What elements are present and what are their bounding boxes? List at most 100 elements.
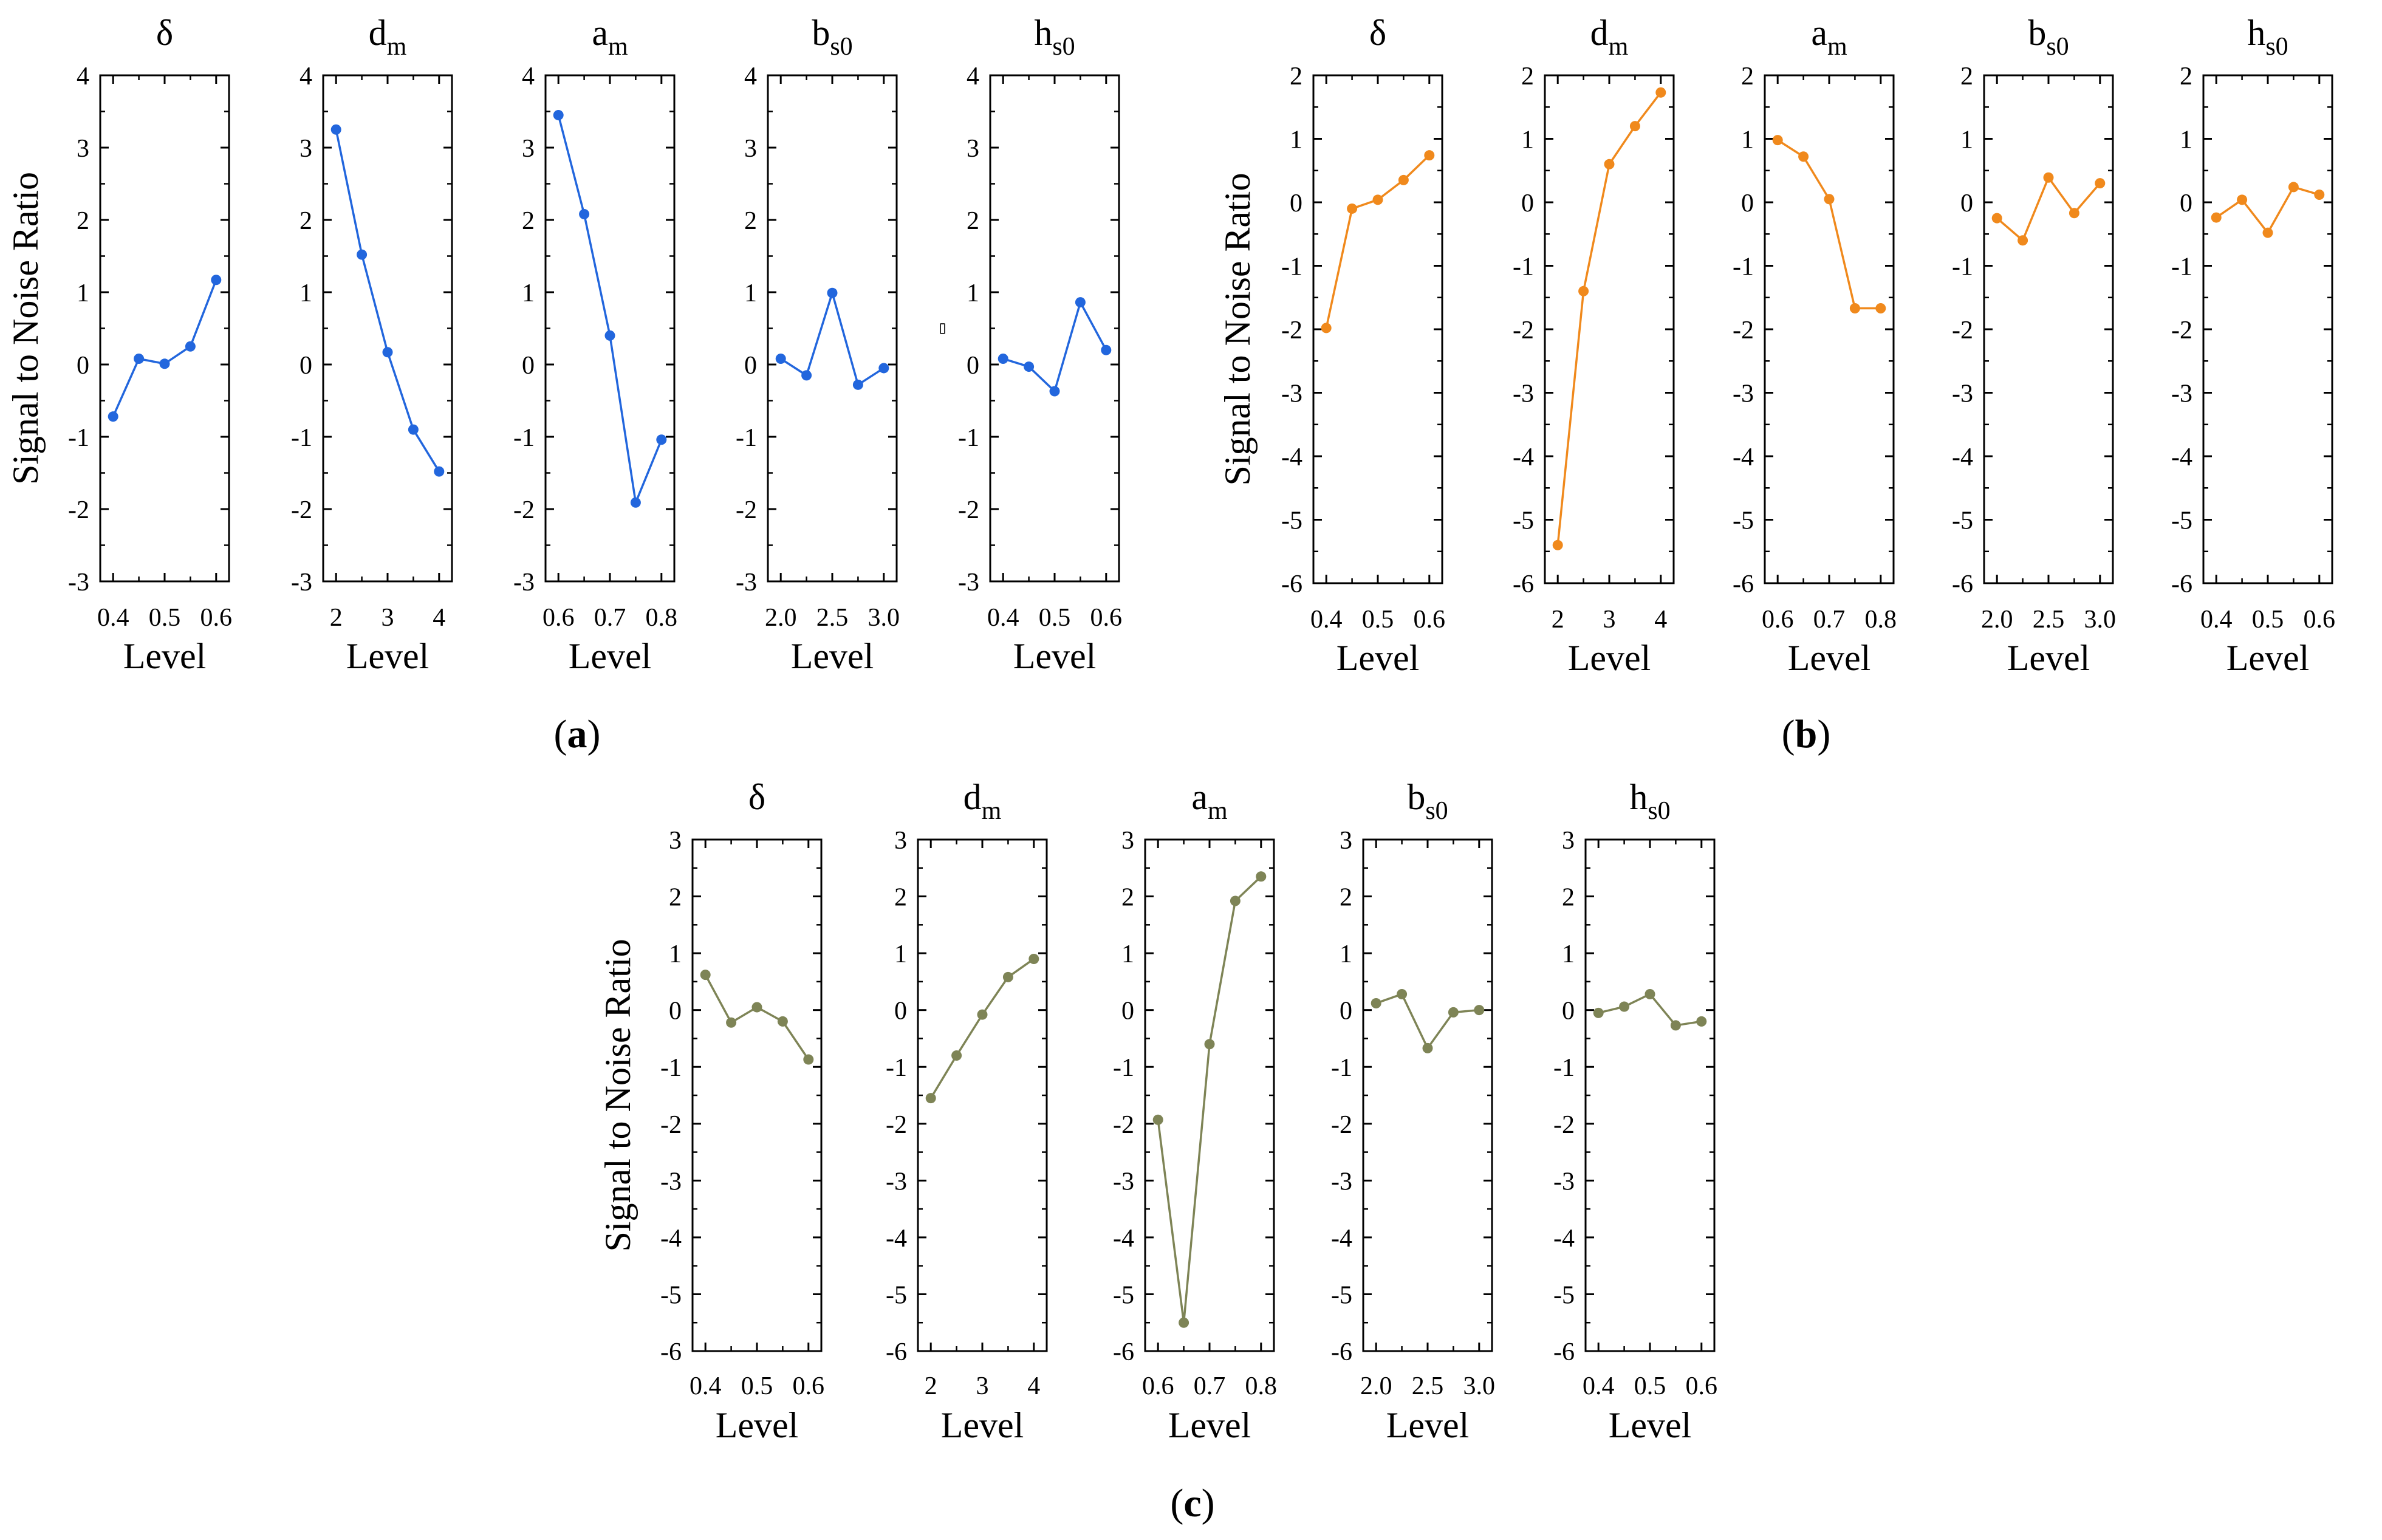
data-point — [700, 970, 711, 980]
series-line — [112, 279, 217, 417]
y-tick-label: -3 — [958, 569, 979, 597]
data-point — [1593, 1007, 1604, 1018]
y-tick-label: 1 — [1521, 126, 1534, 154]
y-tick-label: 2 — [1340, 884, 1352, 912]
y-tick-label: -2 — [1733, 317, 1754, 344]
x-tick-label: 0.6 — [2304, 606, 2336, 634]
y-tick-label: 2 — [967, 207, 979, 235]
y-tick-label: 2 — [669, 884, 682, 912]
panel-b-4: bs0 -6 -5 -4 -3 -2 -1 0 1 2 2.0 2.5 3.0 Level — [1952, 13, 2116, 678]
y-tick-label: -4 — [1952, 443, 1973, 471]
small-box-marker — [940, 323, 945, 334]
data-point — [2018, 235, 2028, 246]
y-tick-label: -4 — [1113, 1225, 1134, 1253]
x-axis-title: Level — [569, 636, 652, 676]
data-point — [1024, 361, 1035, 372]
y-tick-label: -6 — [1553, 1338, 1575, 1366]
y-tick-label: -2 — [958, 496, 979, 524]
y-tick-label: -4 — [1281, 443, 1302, 471]
x-tick-label: 0.6 — [1762, 606, 1794, 634]
y-tick-label: -5 — [1553, 1281, 1575, 1309]
x-tick-label: 2 — [1552, 606, 1564, 634]
y-tick-label: 0 — [1121, 998, 1134, 1025]
data-point — [2211, 212, 2222, 223]
y-tick-label: 1 — [1562, 940, 1575, 968]
y-tick-label: -4 — [886, 1225, 907, 1253]
data-point — [775, 353, 786, 364]
y-tick-label: -2 — [291, 496, 312, 524]
data-point — [878, 363, 889, 374]
y-tick-label: -6 — [1513, 570, 1534, 598]
panel-a-5: hs0 -3 -2 -1 0 1 2 3 4 0.4 0.5 0.6 Level — [958, 13, 1122, 676]
data-point — [1002, 971, 1013, 982]
plot-frame — [1983, 74, 2114, 584]
panel-c-3: am -6 -5 -4 -3 -2 -1 0 1 2 3 0.6 0.7 0.8 Level — [1113, 777, 1277, 1445]
x-tick-label: 2.0 — [1360, 1372, 1392, 1400]
data-point — [803, 1054, 814, 1065]
x-tick-label: 2.0 — [765, 604, 797, 632]
data-point — [1629, 121, 1640, 132]
data-point — [1552, 539, 1563, 550]
data-point — [1230, 895, 1241, 906]
y-tick-label: -2 — [2171, 317, 2192, 344]
y-tick-label: 0 — [1290, 190, 1302, 217]
y-tick-label: -6 — [886, 1338, 907, 1366]
y-tick-label: 3 — [744, 135, 757, 163]
y-tick-label: 4 — [299, 63, 312, 91]
data-point — [330, 124, 341, 135]
y-tick-label: 3 — [1121, 827, 1134, 855]
x-tick-label: 2.5 — [2033, 606, 2065, 634]
data-point — [777, 1016, 788, 1027]
x-tick-label: 4 — [433, 604, 445, 632]
x-tick-label: 2.0 — [1981, 606, 2013, 634]
x-tick-label: 0.5 — [1039, 604, 1071, 632]
series-line — [557, 115, 663, 507]
x-axis-title: Level — [1609, 1405, 1692, 1445]
data-point — [1152, 1114, 1163, 1125]
panel-c-5: hs0 -6 -5 -4 -3 -2 -1 0 1 2 3 0.4 0.5 0.6 Level — [1553, 777, 1717, 1445]
x-tick-label: 3.0 — [868, 604, 900, 632]
y-tick-label: 4 — [77, 63, 89, 91]
chart-group-c: Signal to Noise Ratio (c) δ -6 -5 -4 -3 -2 -1 0 1 2… — [598, 777, 1717, 1525]
y-tick-label: -3 — [886, 1168, 907, 1196]
data-point — [1875, 303, 1886, 314]
y-tick-label: -3 — [291, 569, 312, 597]
y-tick-label: -1 — [660, 1054, 682, 1082]
panel-title: hs0 — [1629, 777, 1670, 825]
x-tick-label: 2.5 — [816, 604, 849, 632]
x-tick-label: 3 — [976, 1372, 989, 1400]
data-point — [1398, 174, 1409, 185]
panel-title: dm — [369, 13, 407, 61]
y-tick-label: -1 — [1113, 1054, 1134, 1082]
x-tick-label: 2 — [330, 604, 343, 632]
x-axis-title: Level — [1386, 1405, 1470, 1445]
y-tick-label: 0 — [1562, 998, 1575, 1025]
y-tick-label: -2 — [886, 1111, 907, 1139]
data-point — [1670, 1020, 1681, 1031]
y-tick-label: -4 — [1331, 1225, 1352, 1253]
data-point — [2237, 194, 2248, 205]
y-tick-label: 1 — [1960, 126, 1973, 154]
chart-group-b: Signal to Noise Ratio (b) δ -6 -5 -4 -3 -2 -1 0 1 2… — [1217, 13, 2335, 756]
data-point — [1256, 871, 1267, 882]
plot-frame — [2202, 74, 2333, 584]
y-tick-label: 2 — [1741, 63, 1754, 91]
x-tick-label: 0.6 — [1090, 604, 1123, 632]
data-point — [1049, 386, 1060, 397]
series-line — [1996, 175, 2101, 242]
plot-frame — [1312, 74, 1443, 584]
data-point — [2069, 208, 2079, 219]
y-tick-label: -5 — [2171, 507, 2192, 535]
x-axis-title: Level — [346, 636, 430, 676]
data-point — [751, 1002, 762, 1013]
x-axis-title: Level — [1568, 638, 1651, 678]
data-point — [1696, 1016, 1707, 1027]
x-tick-label: 0.4 — [1310, 606, 1343, 634]
data-point — [357, 249, 368, 260]
panel-b-5: hs0 -6 -5 -4 -3 -2 -1 0 1 2 0.4 0.5 0.6 Level — [2171, 13, 2335, 678]
panel-a-1: δ -3 -2 -1 0 1 2 3 4 0.4 0.5 0.6 Level — [68, 13, 232, 676]
panel-title: dm — [963, 777, 1002, 825]
x-tick-label: 0.7 — [1813, 606, 1846, 634]
panel-title: bs0 — [1407, 777, 1448, 825]
data-point — [1397, 988, 1408, 999]
